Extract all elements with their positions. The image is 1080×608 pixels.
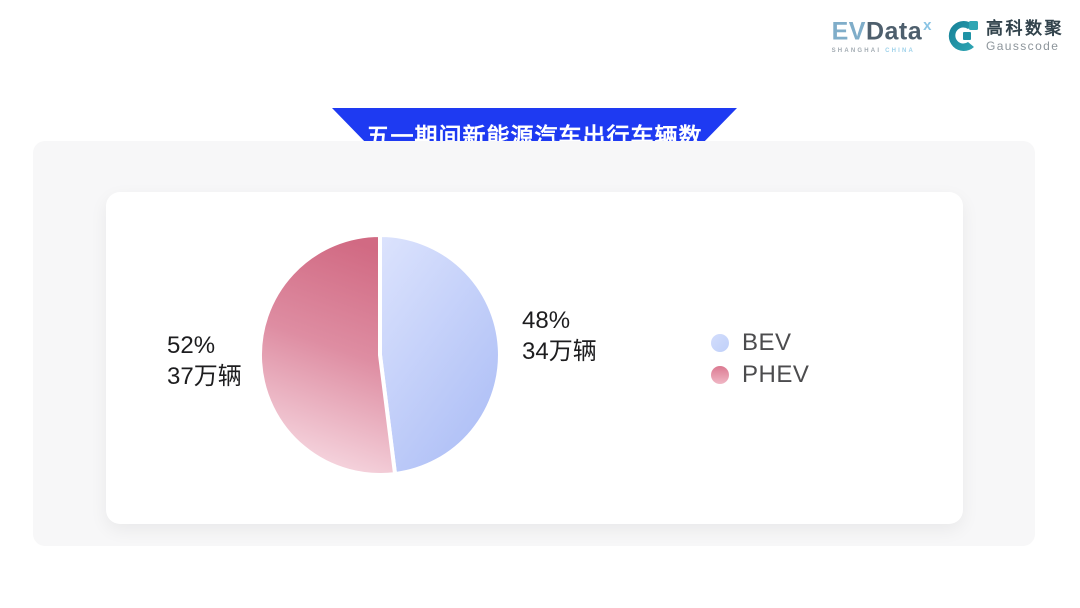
gausscode-logo-text: 高科数聚 Gausscode	[986, 20, 1064, 52]
evdata-logo-superscript: x	[923, 17, 932, 35]
gausscode-logo-icon	[948, 21, 978, 52]
legend-item-bev[interactable]: BEV	[711, 328, 809, 358]
legend-label-phev: PHEV	[742, 361, 810, 388]
pie-chart-svg	[258, 233, 502, 477]
evdata-logo-text: EVDatax	[832, 18, 932, 44]
bev-slice-label: 48% 34万辆	[522, 305, 597, 367]
pie-slice-bev[interactable]	[378, 233, 502, 477]
gausscode-logo: 高科数聚 Gausscode	[944, 18, 1064, 54]
legend-label-bev: BEV	[742, 329, 792, 356]
pie-chart	[256, 231, 504, 479]
evdata-logo-subtext: SHANGHAI CHINA	[831, 47, 916, 54]
bev-legend-dot-icon	[711, 334, 729, 352]
gausscode-name-en: Gausscode	[986, 39, 1060, 53]
header-logos: EVDatax SHANGHAI CHINA 高科数聚 Gausscode	[832, 18, 1064, 54]
gausscode-name-cn: 高科数聚	[986, 19, 1064, 38]
evdata-logo-data: Data	[865, 17, 923, 46]
legend-item-phev[interactable]: PHEV	[711, 360, 809, 390]
bev-percent: 48%	[522, 307, 571, 334]
bev-value: 34万辆	[522, 338, 597, 365]
chart-card	[106, 192, 963, 524]
phev-slice-label: 52% 37万辆	[167, 330, 242, 392]
phev-value: 37万辆	[167, 363, 242, 390]
pie-slice-phev[interactable]	[258, 233, 398, 477]
phev-percent: 52%	[167, 332, 216, 359]
phev-legend-dot-icon	[711, 366, 729, 384]
legend: BEV PHEV	[711, 328, 809, 390]
evdata-logo-ev: EV	[831, 17, 866, 46]
evdata-logo: EVDatax SHANGHAI CHINA	[832, 18, 932, 53]
